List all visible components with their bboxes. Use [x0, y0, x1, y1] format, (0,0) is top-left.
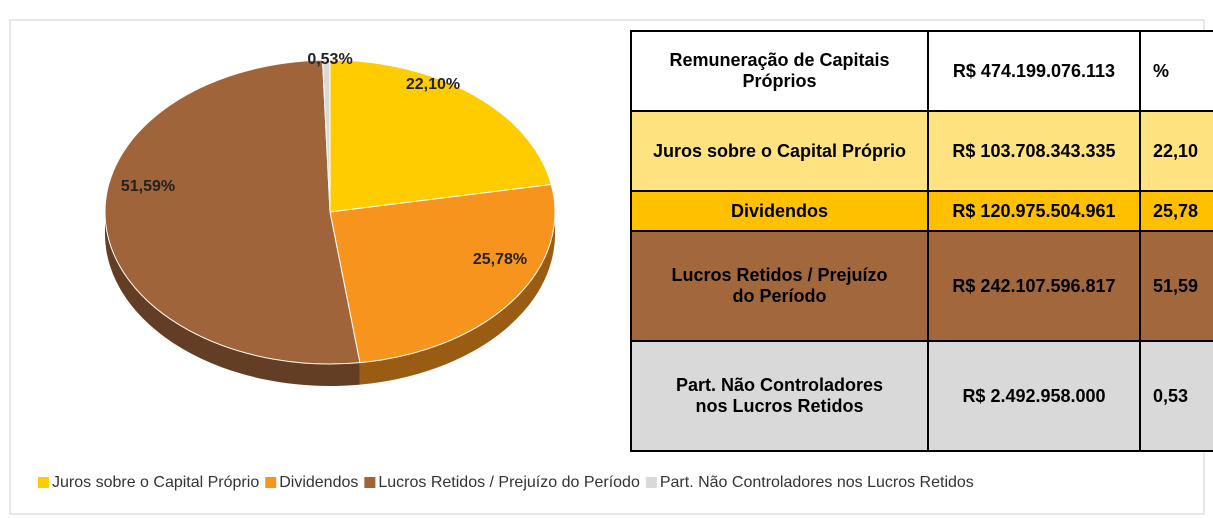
- data-label: 0,53%: [307, 51, 352, 68]
- cell: 22,10: [1139, 110, 1213, 192]
- cell: R$ 2.492.958.000: [927, 340, 1141, 452]
- table-row: Lucros Retidos / Prejuízo do Período R$ …: [630, 230, 1213, 342]
- legend-label: Part. Não Controladores nos Lucros Retid…: [660, 474, 974, 491]
- table-row: Juros sobre o Capital Próprio R$ 103.708…: [630, 110, 1213, 192]
- legend-label: Juros sobre o Capital Próprio: [52, 474, 259, 491]
- legend-swatch: [38, 477, 49, 488]
- table-header: Remuneração de Capitais Próprios R$ 474.…: [630, 30, 1213, 112]
- cell: 51,59: [1139, 230, 1213, 342]
- cell: R$ 103.708.343.335: [927, 110, 1141, 192]
- legend: Juros sobre o Capital Próprio Dividendos L…: [38, 474, 974, 491]
- slice: [321, 59, 331, 213]
- data-table: Remuneração de Capitais Próprios R$ 474.…: [630, 30, 1213, 452]
- cell: Dividendos: [630, 190, 929, 232]
- table-row: Dividendos R$ 120.975.504.961 25,78: [630, 190, 1213, 232]
- cell: Part. Não Controladores nos Lucros Retid…: [630, 340, 929, 452]
- slice: [104, 59, 361, 365]
- pie: 22,10% 25,78% 51,59% 0,53%: [104, 51, 556, 386]
- cell: Juros sobre o Capital Próprio: [630, 110, 929, 192]
- data-label: 51,59%: [121, 178, 175, 195]
- slice: [329, 183, 556, 364]
- legend-swatch: [265, 477, 277, 488]
- header-cell: Remuneração de Capitais Próprios: [630, 30, 929, 112]
- cell: R$ 120.975.504.961: [927, 190, 1141, 232]
- cell: Lucros Retidos / Prejuízo do Período: [630, 230, 929, 342]
- data-label: 22,10%: [406, 76, 460, 93]
- cell: 0,53: [1139, 340, 1213, 452]
- data-label: 25,78%: [473, 251, 527, 268]
- legend-swatch: [364, 477, 376, 488]
- legend-label: Dividendos: [279, 474, 358, 491]
- slice: [329, 59, 552, 213]
- slice-side: [105, 212, 360, 386]
- header-cell: R$ 474.199.076.113: [927, 30, 1141, 112]
- table-row: Part. Não Controladores nos Lucros Retid…: [630, 340, 1213, 452]
- legend-swatch: [645, 477, 657, 488]
- legend-label: Lucros Retidos / Prejuízo do Período: [378, 474, 640, 491]
- cell: 25,78: [1139, 190, 1213, 232]
- cell: R$ 242.107.596.817: [927, 230, 1141, 342]
- slice-side: [359, 212, 555, 385]
- header-cell: %: [1139, 30, 1213, 112]
